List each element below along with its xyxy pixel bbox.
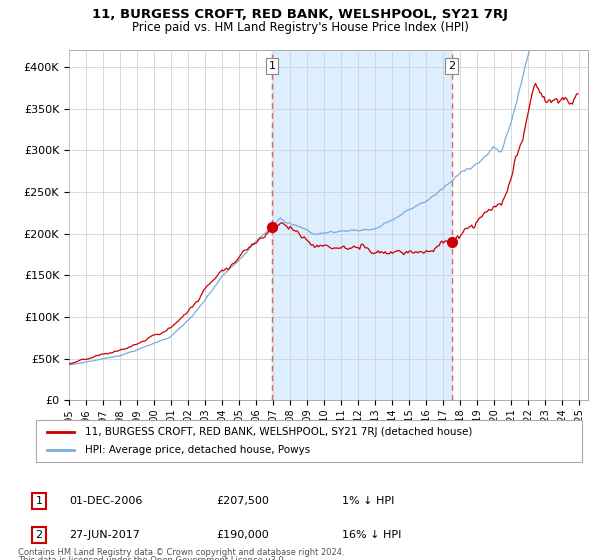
Text: Contains HM Land Registry data © Crown copyright and database right 2024.: Contains HM Land Registry data © Crown c… [18,548,344,557]
FancyBboxPatch shape [36,420,582,462]
Text: £207,500: £207,500 [216,496,269,506]
Text: 16% ↓ HPI: 16% ↓ HPI [342,530,401,540]
Text: 01-DEC-2006: 01-DEC-2006 [69,496,142,506]
Point [267,223,277,232]
Text: 1% ↓ HPI: 1% ↓ HPI [342,496,394,506]
Text: 11, BURGESS CROFT, RED BANK, WELSHPOOL, SY21 7RJ (detached house): 11, BURGESS CROFT, RED BANK, WELSHPOOL, … [85,427,473,437]
Text: 1: 1 [35,496,43,506]
Text: Price paid vs. HM Land Registry's House Price Index (HPI): Price paid vs. HM Land Registry's House … [131,21,469,34]
Text: 2: 2 [448,61,455,71]
Text: 2: 2 [35,530,43,540]
Text: 11, BURGESS CROFT, RED BANK, WELSHPOOL, SY21 7RJ: 11, BURGESS CROFT, RED BANK, WELSHPOOL, … [92,8,508,21]
Point [447,237,457,246]
Text: £190,000: £190,000 [216,530,269,540]
Text: 1: 1 [268,61,275,71]
Text: 27-JUN-2017: 27-JUN-2017 [69,530,140,540]
Text: This data is licensed under the Open Government Licence v3.0.: This data is licensed under the Open Gov… [18,556,286,560]
Bar [272,50,452,400]
Text: HPI: Average price, detached house, Powys: HPI: Average price, detached house, Powy… [85,445,310,455]
